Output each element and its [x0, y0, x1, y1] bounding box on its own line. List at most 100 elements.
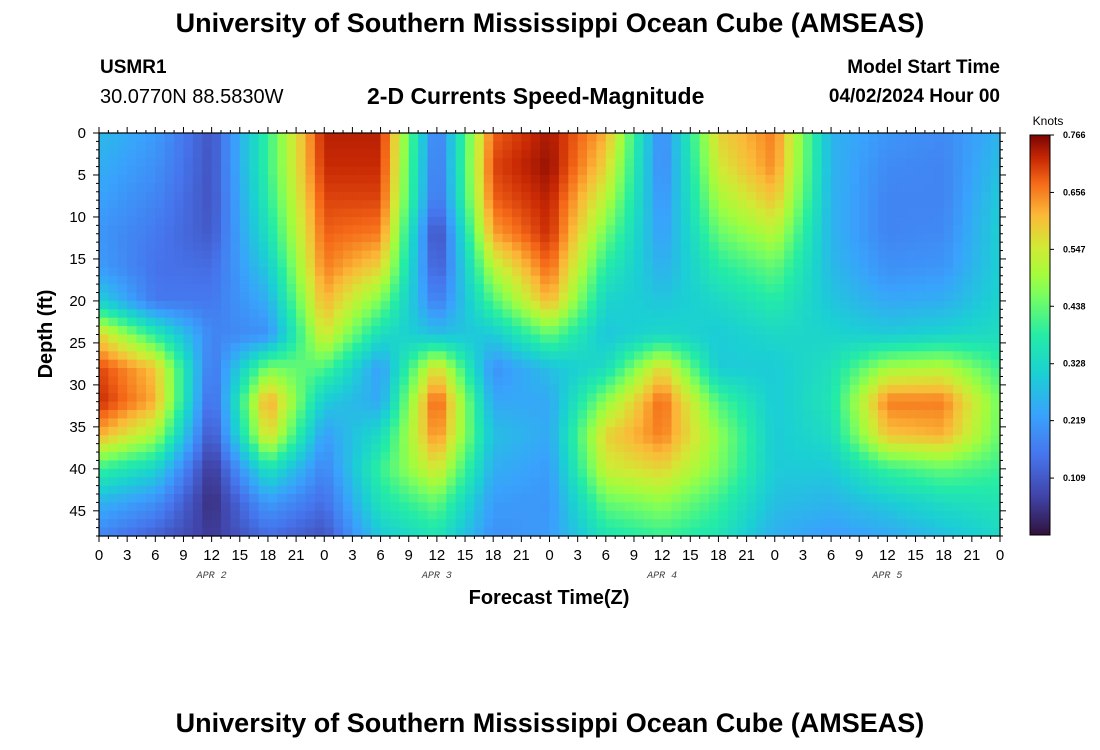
heat-cell — [596, 401, 607, 411]
heat-cell — [183, 309, 194, 319]
heat-cell — [389, 376, 400, 386]
heat-cell — [596, 242, 607, 252]
heat-cell — [662, 527, 673, 537]
heat-cell — [230, 426, 241, 436]
heat-cell — [530, 326, 541, 336]
heat-cell — [831, 250, 842, 260]
heat-cell — [446, 200, 457, 210]
heat-cell — [924, 267, 935, 277]
heat-cell — [380, 133, 391, 142]
heat-cell — [305, 452, 316, 462]
heat-cell — [474, 309, 485, 319]
heat-cell — [793, 149, 804, 159]
heat-cell — [164, 183, 175, 193]
heat-cell — [962, 393, 973, 403]
heat-cell — [755, 200, 766, 210]
heat-cell — [699, 443, 710, 453]
heat-cell — [446, 158, 457, 168]
heat-cell — [530, 494, 541, 504]
heat-cell — [877, 334, 888, 344]
heat-cell — [117, 208, 128, 218]
heat-cell — [971, 368, 982, 378]
x-tick-label: 18 — [260, 547, 277, 564]
heat-cell — [934, 200, 945, 210]
heat-cell — [765, 200, 776, 210]
heat-cell — [802, 334, 813, 344]
heat-cell — [521, 242, 532, 252]
heat-cell — [915, 183, 926, 193]
heat-cell — [277, 376, 288, 386]
heat-cell — [718, 141, 729, 151]
heat-cell — [746, 133, 757, 142]
heat-cell — [183, 233, 194, 243]
heat-cell — [587, 284, 598, 294]
heat-cell — [136, 477, 147, 487]
heat-cell — [343, 410, 354, 420]
heat-cell — [267, 494, 278, 504]
heat-cell — [502, 317, 513, 327]
heat-cell — [662, 149, 673, 159]
heat-cell — [99, 300, 109, 310]
heat-cell — [793, 494, 804, 504]
heat-cell — [333, 300, 344, 310]
heat-cell — [624, 443, 635, 453]
heat-cell — [680, 149, 691, 159]
heat-cell — [633, 174, 644, 184]
heat-cell — [755, 216, 766, 226]
heat-cell — [502, 309, 513, 319]
heat-cell — [380, 426, 391, 436]
heat-cell — [277, 426, 288, 436]
heat-cell — [371, 284, 382, 294]
heat-cell — [887, 208, 898, 218]
heat-cell — [680, 443, 691, 453]
heat-cell — [981, 158, 992, 168]
heat-cell — [183, 200, 194, 210]
x-tick-label: 0 — [545, 547, 553, 564]
heat-cell — [418, 275, 429, 285]
heat-cell — [521, 351, 532, 361]
heat-cell — [652, 158, 663, 168]
heat-cell — [296, 426, 307, 436]
heat-cell — [343, 519, 354, 529]
heat-cell — [821, 258, 832, 268]
heat-cell — [943, 342, 954, 352]
heat-cell — [399, 292, 410, 302]
heat-cell — [408, 460, 419, 470]
heat-cell — [906, 393, 917, 403]
heat-cell — [709, 443, 720, 453]
heat-cell — [202, 208, 213, 218]
heat-cell — [511, 250, 522, 260]
heat-cell — [502, 376, 513, 386]
heat-cell — [389, 191, 400, 201]
heat-cell — [305, 334, 316, 344]
heat-cell — [690, 485, 701, 495]
heat-cell — [793, 468, 804, 478]
heat-cell — [446, 133, 457, 142]
heat-cell — [821, 351, 832, 361]
heat-cell — [690, 351, 701, 361]
heat-cell — [239, 435, 250, 445]
heat-cell — [371, 460, 382, 470]
heat-cell — [314, 216, 325, 226]
heat-cell — [324, 368, 335, 378]
heat-cell — [239, 502, 250, 512]
heat-cell — [127, 141, 138, 151]
heat-cell — [727, 376, 738, 386]
heat-cell — [286, 292, 297, 302]
heat-cell — [192, 191, 203, 201]
heat-cell — [333, 384, 344, 394]
heat-cell — [624, 494, 635, 504]
heat-cell — [108, 510, 119, 520]
heat-cell — [371, 174, 382, 184]
heat-cell — [296, 376, 307, 386]
heat-cell — [418, 477, 429, 487]
heat-cell — [774, 317, 785, 327]
heat-cell — [465, 326, 476, 336]
heat-cell — [934, 502, 945, 512]
heat-cell — [718, 452, 729, 462]
heat-cell — [521, 384, 532, 394]
heat-cell — [164, 300, 175, 310]
heat-cell — [774, 309, 785, 319]
heat-cell — [418, 443, 429, 453]
heat-cell — [117, 418, 128, 428]
